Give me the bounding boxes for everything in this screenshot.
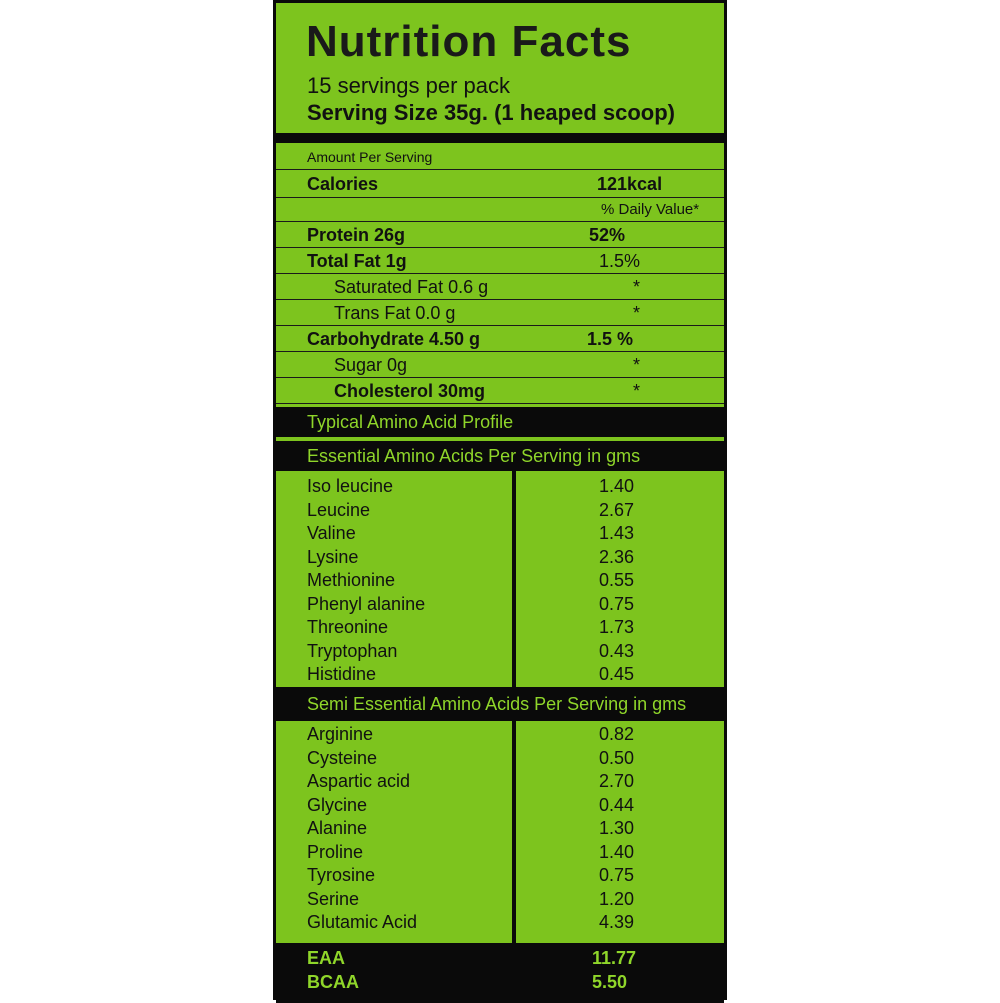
amino-acid-name: Histidine (307, 664, 377, 684)
facts-row: Cholesterol 30mg * (276, 377, 724, 403)
calories-label: Calories (307, 174, 379, 194)
amino-acid-name: Cysteine (307, 747, 378, 768)
facts-row-label: Sugar 0g (334, 355, 408, 375)
label-title: Nutrition Facts (306, 17, 632, 66)
amino-acid-name: Serine (307, 888, 360, 909)
facts-row-label: Protein 26g (307, 225, 406, 245)
amino-acid-name: Aspartic acid (307, 771, 411, 791)
amino-acid-name: Leucine (307, 499, 371, 520)
servings-per-pack: 15 servings per pack (307, 73, 510, 98)
amino-acid-value: 2.70 (599, 771, 635, 791)
facts-row-label: Total Fat 1g (307, 251, 407, 271)
facts-row-label: Saturated Fat 0.6 g (334, 277, 489, 297)
amount-per-serving-row: Amount Per Serving (276, 143, 724, 169)
amount-per-serving-label: Amount Per Serving (307, 149, 433, 165)
essential-column-divider (512, 471, 516, 687)
amino-acid-value: 1.30 (599, 818, 635, 838)
amino-acid-name: Lysine (307, 546, 359, 567)
thick-divider (276, 133, 724, 143)
facts-row-value: 1.5 % (587, 329, 634, 349)
facts-row: Total Fat 1g 1.5% (276, 247, 724, 273)
facts-row-label: Trans Fat 0.0 g (334, 303, 456, 323)
semi-column-divider (512, 721, 516, 943)
amino-acid-value: 2.67 (599, 499, 635, 520)
amino-acid-value: 0.75 (599, 593, 635, 614)
eaa-value: 11.77 (592, 948, 637, 968)
facts-row-value: * (633, 381, 641, 401)
bcaa-label: BCAA (307, 972, 359, 992)
facts-bottom-rule (276, 403, 724, 405)
facts-row: Trans Fat 0.0 g * (276, 299, 724, 325)
facts-row-value: * (633, 277, 641, 297)
amino-acid-value: 0.75 (599, 865, 635, 885)
amino-acid-value: 1.40 (599, 476, 635, 496)
facts-row-value: 52% (589, 225, 626, 245)
amino-acid-name: Iso leucine (307, 476, 394, 496)
amino-acid-name: Valine (307, 523, 356, 543)
amino-acid-value: 0.44 (599, 794, 635, 815)
amino-acid-value: 4.39 (599, 912, 635, 932)
facts-row-value: 1.5% (599, 251, 641, 271)
calories-value: 121kcal (597, 174, 663, 194)
amino-acid-value: 0.45 (599, 664, 635, 684)
daily-value-row: % Daily Value* (276, 197, 724, 221)
totals-footer: EAA 11.77 BCAA 5.50 (276, 943, 724, 1003)
nutrition-label: Nutrition Facts 15 servings per pack Ser… (273, 0, 727, 1003)
amino-acid-name: Alanine (307, 818, 368, 838)
eaa-label: EAA (307, 948, 346, 968)
amino-acid-name: Arginine (307, 724, 374, 744)
semi-essential-header: Semi Essential Amino Acids Per Serving i… (276, 687, 724, 721)
amino-acid-name: Threonine (307, 617, 389, 637)
amino-acid-value: 0.55 (599, 570, 635, 590)
amino-acid-name: Proline (307, 841, 364, 862)
facts-row-label: Cholesterol 30mg (334, 381, 486, 401)
amino-acid-name: Tryptophan (307, 640, 398, 661)
amino-acid-value: 0.82 (599, 724, 635, 744)
facts-row: Saturated Fat 0.6 g * (276, 273, 724, 299)
facts-row: Protein 26g 52% (276, 221, 724, 247)
amino-acid-name: Tyrosine (307, 865, 376, 885)
amino-acid-value: 1.20 (599, 888, 635, 909)
amino-acid-value: 1.40 (599, 841, 635, 862)
daily-value-label: % Daily Value* (601, 201, 700, 218)
amino-acid-value: 0.50 (599, 747, 635, 768)
amino-acid-value: 1.73 (599, 617, 635, 637)
amino-acid-value: 1.43 (599, 523, 635, 543)
amino-acid-value: 2.36 (599, 546, 635, 567)
facts-row: Carbohydrate 4.50 g 1.5 % (276, 325, 724, 351)
facts-row-value: * (633, 355, 641, 375)
calories-row: Calories 121kcal (276, 169, 724, 197)
facts-row-value: * (633, 303, 641, 323)
amino-acid-name: Methionine (307, 570, 396, 590)
amino-acid-name: Glycine (307, 794, 368, 815)
amino-profile-header: Typical Amino Acid Profile (276, 407, 724, 437)
amino-acid-value: 0.43 (599, 640, 635, 661)
serving-size: Serving Size 35g. (1 heaped scoop) (307, 100, 675, 125)
amino-acid-name: Glutamic Acid (307, 912, 418, 932)
amino-acid-name: Phenyl alanine (307, 593, 426, 614)
bcaa-value: 5.50 (592, 972, 628, 992)
facts-row: Sugar 0g * (276, 351, 724, 377)
essential-header: Essential Amino Acids Per Serving in gms (276, 441, 724, 471)
facts-row-label: Carbohydrate 4.50 g (307, 329, 481, 349)
